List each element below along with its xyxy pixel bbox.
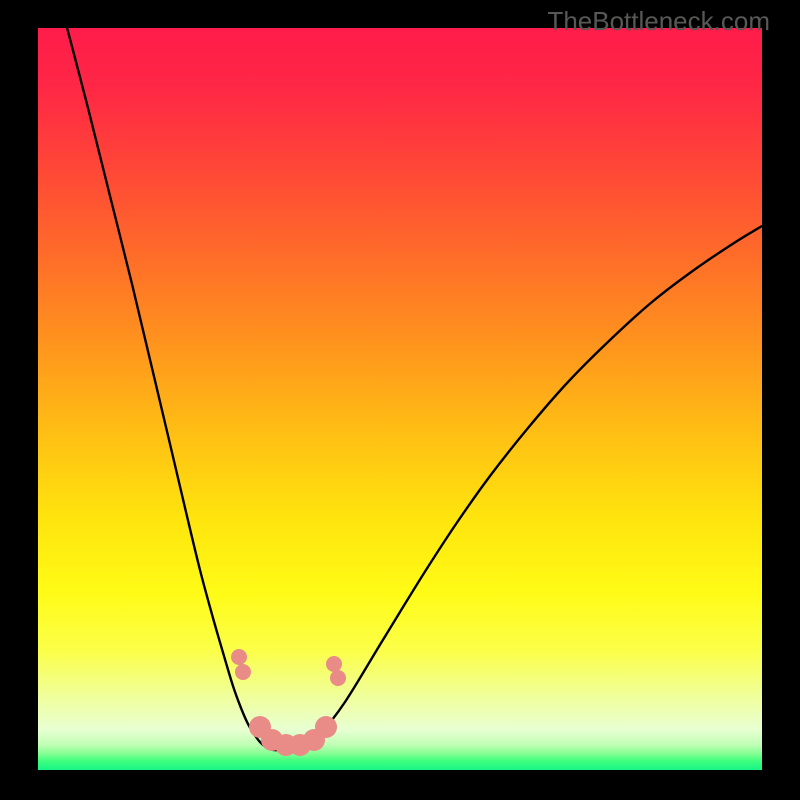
marker-dot [330,670,346,686]
chart-stage: TheBottleneck.com [0,0,800,800]
marker-dots [231,649,346,756]
curve-layer [0,0,800,800]
marker-dot [231,649,247,665]
watermark-text: TheBottleneck.com [547,6,770,37]
marker-dot [315,716,337,738]
left-curve [65,20,284,750]
right-curve [284,226,762,750]
marker-dot [235,664,251,680]
marker-dot [326,656,342,672]
